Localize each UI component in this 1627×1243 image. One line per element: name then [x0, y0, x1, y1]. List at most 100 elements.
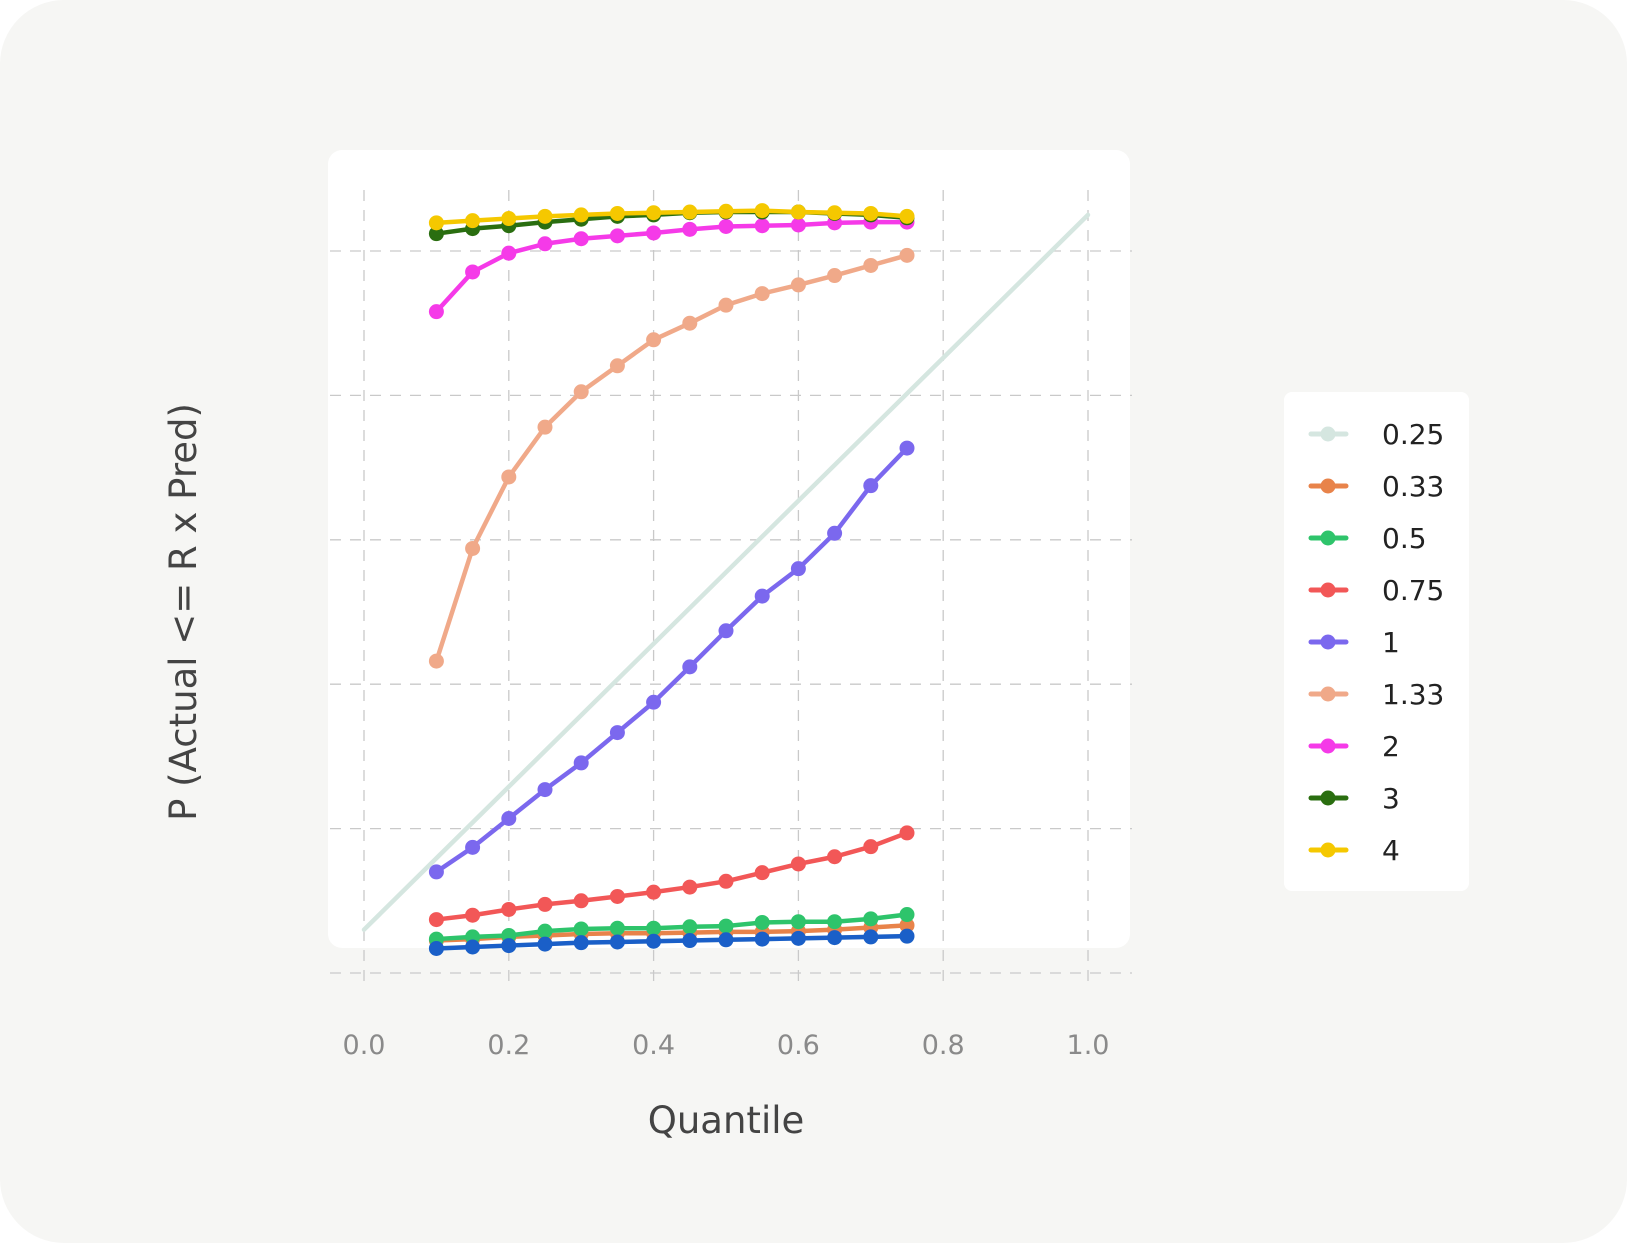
- data-point: [718, 623, 734, 639]
- data-point: [465, 907, 481, 923]
- data-point: [863, 839, 879, 855]
- x-tick-label: 0.2: [487, 1030, 530, 1061]
- data-point: [428, 653, 444, 669]
- data-point: [790, 217, 806, 233]
- data-point: [501, 469, 517, 485]
- data-point: [827, 930, 843, 946]
- data-point: [537, 923, 553, 939]
- data-point: [718, 918, 734, 934]
- data-point: [899, 208, 915, 224]
- legend-label: 1.33: [1382, 678, 1444, 711]
- data-point: [827, 205, 843, 221]
- x-axis-title: Quantile: [648, 1099, 805, 1142]
- series-1.33: [428, 247, 915, 669]
- data-point: [428, 912, 444, 928]
- data-point: [863, 929, 879, 945]
- x-tick-label: 0.8: [922, 1030, 965, 1061]
- data-point: [682, 221, 698, 237]
- data-point: [573, 231, 589, 247]
- data-point: [682, 659, 698, 675]
- data-point: [465, 939, 481, 955]
- data-point: [609, 934, 625, 950]
- data-point: [646, 694, 662, 710]
- data-point: [573, 755, 589, 771]
- data-point: [682, 919, 698, 935]
- data-point: [573, 935, 589, 951]
- legend-entry: 1: [1308, 626, 1400, 659]
- legend-swatch-marker: [1320, 530, 1336, 546]
- data-point: [899, 917, 915, 933]
- legend-entry: 4: [1308, 834, 1400, 867]
- data-point: [863, 257, 879, 273]
- legend: 0.25 0.33 0.5 0.75 1 1.33 2 3 4: [1308, 418, 1444, 867]
- data-point: [609, 725, 625, 741]
- legend-entry: 0.75: [1308, 574, 1444, 607]
- data-point: [718, 297, 734, 313]
- series-4: [428, 203, 915, 231]
- data-point: [501, 211, 517, 227]
- data-point: [646, 920, 662, 936]
- data-point: [827, 525, 843, 541]
- legend-entry: 0.5: [1308, 522, 1427, 555]
- series-bottom: [428, 928, 915, 956]
- data-point: [573, 921, 589, 937]
- data-point: [428, 304, 444, 320]
- data-point: [501, 245, 517, 261]
- data-point: [537, 208, 553, 224]
- data-point: [682, 204, 698, 220]
- data-point: [827, 914, 843, 930]
- data-point: [646, 933, 662, 949]
- data-point: [573, 207, 589, 223]
- data-point: [537, 236, 553, 252]
- data-point: [754, 286, 770, 302]
- data-point: [646, 205, 662, 221]
- data-point: [646, 332, 662, 348]
- data-point: [609, 888, 625, 904]
- plot-background: [328, 150, 1130, 948]
- data-point: [682, 933, 698, 949]
- y-axis-title: P (Actual <= R x Pred): [162, 403, 205, 821]
- legend-entry: 1.33: [1308, 678, 1444, 711]
- data-point: [465, 213, 481, 229]
- data-point: [718, 203, 734, 219]
- series-line: [434, 445, 910, 875]
- legend-label: 0.25: [1382, 418, 1444, 451]
- data-point: [790, 914, 806, 930]
- data-point: [899, 907, 915, 923]
- data-point: [465, 540, 481, 556]
- legend-label: 2: [1382, 730, 1400, 763]
- data-point: [428, 864, 444, 880]
- legend-box: [1284, 392, 1469, 891]
- legend-swatch-marker: [1320, 842, 1336, 858]
- x-tick-labels: 0.0 0.2 0.4 0.6 0.8 1.0: [343, 1030, 1110, 1061]
- series-lines: [361, 203, 1091, 956]
- data-point: [501, 901, 517, 917]
- data-point: [428, 215, 444, 231]
- data-point: [790, 856, 806, 872]
- legend-swatch-marker: [1320, 738, 1336, 754]
- data-point: [609, 228, 625, 244]
- legend-swatch-marker: [1320, 686, 1336, 702]
- data-point: [537, 896, 553, 912]
- x-tick-label: 1.0: [1067, 1030, 1110, 1061]
- legend-label: 0.75: [1382, 574, 1444, 607]
- data-point: [754, 588, 770, 604]
- data-point: [501, 810, 517, 826]
- x-tick-label: 0.4: [632, 1030, 675, 1061]
- data-point: [682, 315, 698, 331]
- data-point: [428, 226, 444, 242]
- data-point: [646, 884, 662, 900]
- series-2: [428, 214, 915, 320]
- data-point: [754, 865, 770, 881]
- x-tick-label: 0.0: [343, 1030, 386, 1061]
- series-0.75: [428, 825, 915, 928]
- data-point: [646, 225, 662, 241]
- data-point: [718, 932, 734, 948]
- data-point: [863, 911, 879, 927]
- data-point: [609, 920, 625, 936]
- data-point: [863, 205, 879, 221]
- data-point: [682, 879, 698, 895]
- data-point: [827, 849, 843, 865]
- x-tick-label: 0.6: [777, 1030, 820, 1061]
